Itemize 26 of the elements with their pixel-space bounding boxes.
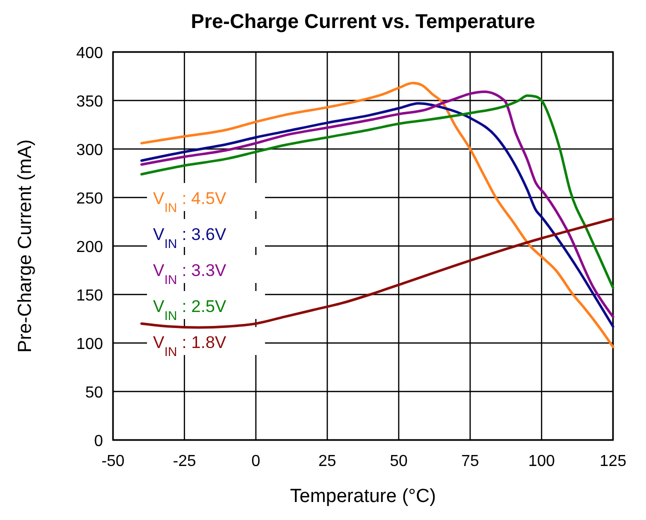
x-tick-label: 0 — [251, 453, 260, 470]
text: V$_{IN}$ : 4.5V — [153, 189, 227, 214]
y-tick-label: 300 — [76, 142, 104, 159]
x-tick-label: 75 — [461, 453, 480, 470]
x-tick-label: -50 — [101, 453, 125, 470]
x-axis-title: Temperature (°C) — [290, 486, 436, 507]
x-tick-label: 50 — [390, 453, 408, 470]
y-tick-label: 100 — [76, 336, 104, 353]
y-tick-label: 0 — [94, 433, 104, 450]
series-label: V$_{IN}$ : 1.8V — [153, 333, 227, 358]
x-tick-label: 100 — [528, 453, 556, 470]
x-tick-label: 125 — [600, 453, 626, 470]
chart-title: Pre-Charge Current vs. Temperature — [190, 11, 536, 33]
text: V$_{IN}$ : 3.3V — [153, 261, 227, 286]
x-tick-label: 25 — [318, 453, 336, 470]
text: V$_{IN}$ : 2.5V — [153, 297, 227, 322]
y-tick-label: 50 — [85, 384, 104, 402]
y-tick-label: 250 — [76, 190, 104, 208]
y-tick-label: 350 — [76, 94, 104, 110]
y-tick-label: 200 — [76, 239, 104, 256]
y-tick-label: 400 — [76, 45, 104, 62]
text: V$_{IN}$ : 3.6V — [153, 225, 227, 250]
y-tick-label: 150 — [76, 288, 104, 304]
line-series — [140, 218, 614, 329]
x-tick-label: -25 — [172, 453, 196, 470]
y-axis-title: Pre-Charge Current (mA) — [15, 139, 36, 353]
